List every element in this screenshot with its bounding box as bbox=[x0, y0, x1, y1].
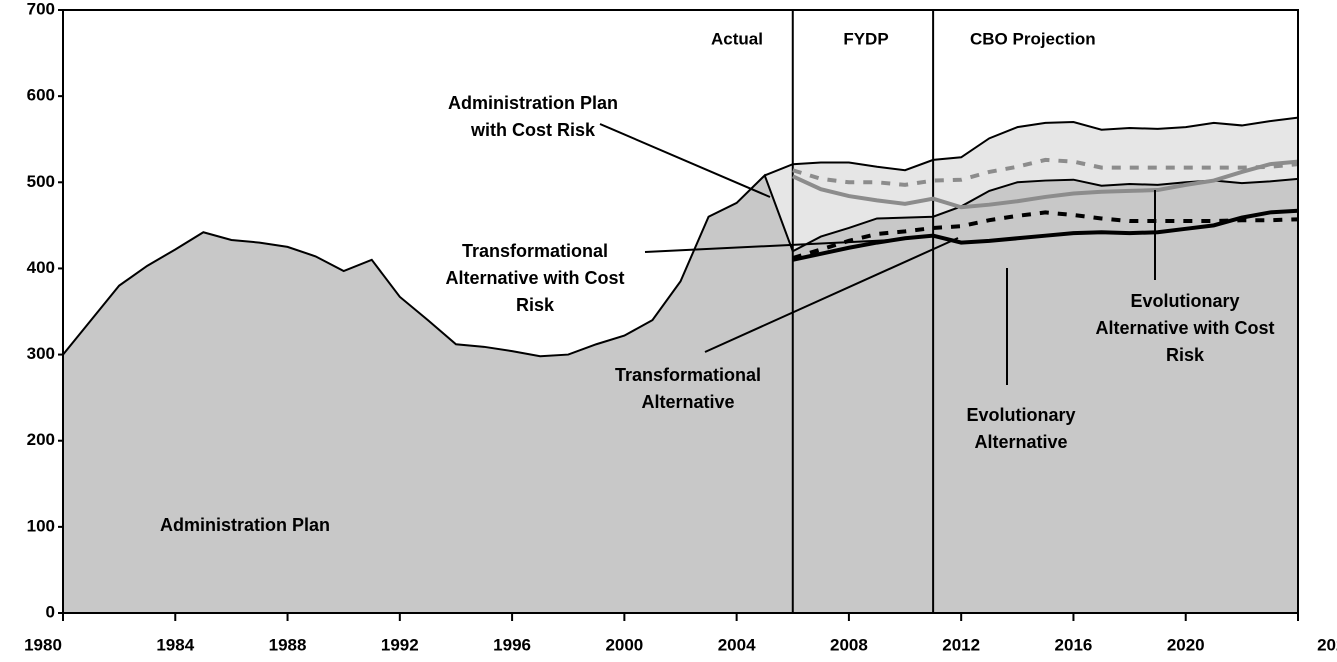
x-tick-label: 1980 bbox=[24, 635, 62, 654]
series-line bbox=[791, 159, 1299, 210]
band bbox=[764, 117, 1298, 252]
period-label: CBO Projection bbox=[970, 29, 1096, 48]
y-tick-label: 500 bbox=[27, 172, 55, 191]
y-tick-label: 600 bbox=[27, 86, 55, 105]
pointer bbox=[599, 123, 771, 198]
x-tick-label: 1984 bbox=[156, 635, 194, 654]
x-tick-label: 2012 bbox=[942, 635, 980, 654]
series-line bbox=[792, 208, 1299, 262]
x-tick-label: 2004 bbox=[718, 635, 756, 654]
y-tick-label: 100 bbox=[27, 516, 55, 535]
series-label: Administration Plan bbox=[160, 515, 331, 535]
x-tick-label: 2024 bbox=[1317, 635, 1337, 654]
period-label: FYDP bbox=[843, 29, 888, 48]
x-tick-label: 1988 bbox=[269, 635, 307, 654]
y-tick-label: 700 bbox=[27, 0, 55, 18]
x-tick-label: 2020 bbox=[1167, 635, 1205, 654]
series-line bbox=[792, 210, 1299, 261]
y-tick-label: 200 bbox=[27, 430, 55, 449]
series-label: Administration Plan with Cost Risk bbox=[447, 93, 618, 140]
series-line bbox=[764, 116, 1299, 177]
series-label: Transformational Alternative with Cost R… bbox=[445, 241, 625, 315]
series-line bbox=[792, 157, 1299, 187]
series-line bbox=[62, 173, 1299, 358]
series-label: Evolutionary Alternative bbox=[966, 405, 1076, 452]
series-label: Transformational Alternative bbox=[614, 365, 762, 412]
x-tick-label: 1996 bbox=[493, 635, 531, 654]
series-label: Evolutionary Alternative with Cost Risk bbox=[1095, 291, 1275, 365]
x-tick-label: 2000 bbox=[605, 635, 643, 654]
x-tick-label: 2008 bbox=[830, 635, 868, 654]
y-tick-label: 400 bbox=[27, 258, 55, 277]
y-tick-label: 0 bbox=[46, 602, 55, 621]
area bbox=[63, 175, 1298, 613]
pointer bbox=[644, 239, 894, 253]
period-label: Actual bbox=[711, 29, 763, 48]
pointer bbox=[704, 237, 959, 353]
y-tick-label: 300 bbox=[27, 344, 55, 363]
x-tick-label: 1992 bbox=[381, 635, 419, 654]
plot-frame bbox=[62, 9, 1299, 614]
x-tick-label: 2016 bbox=[1055, 635, 1093, 654]
